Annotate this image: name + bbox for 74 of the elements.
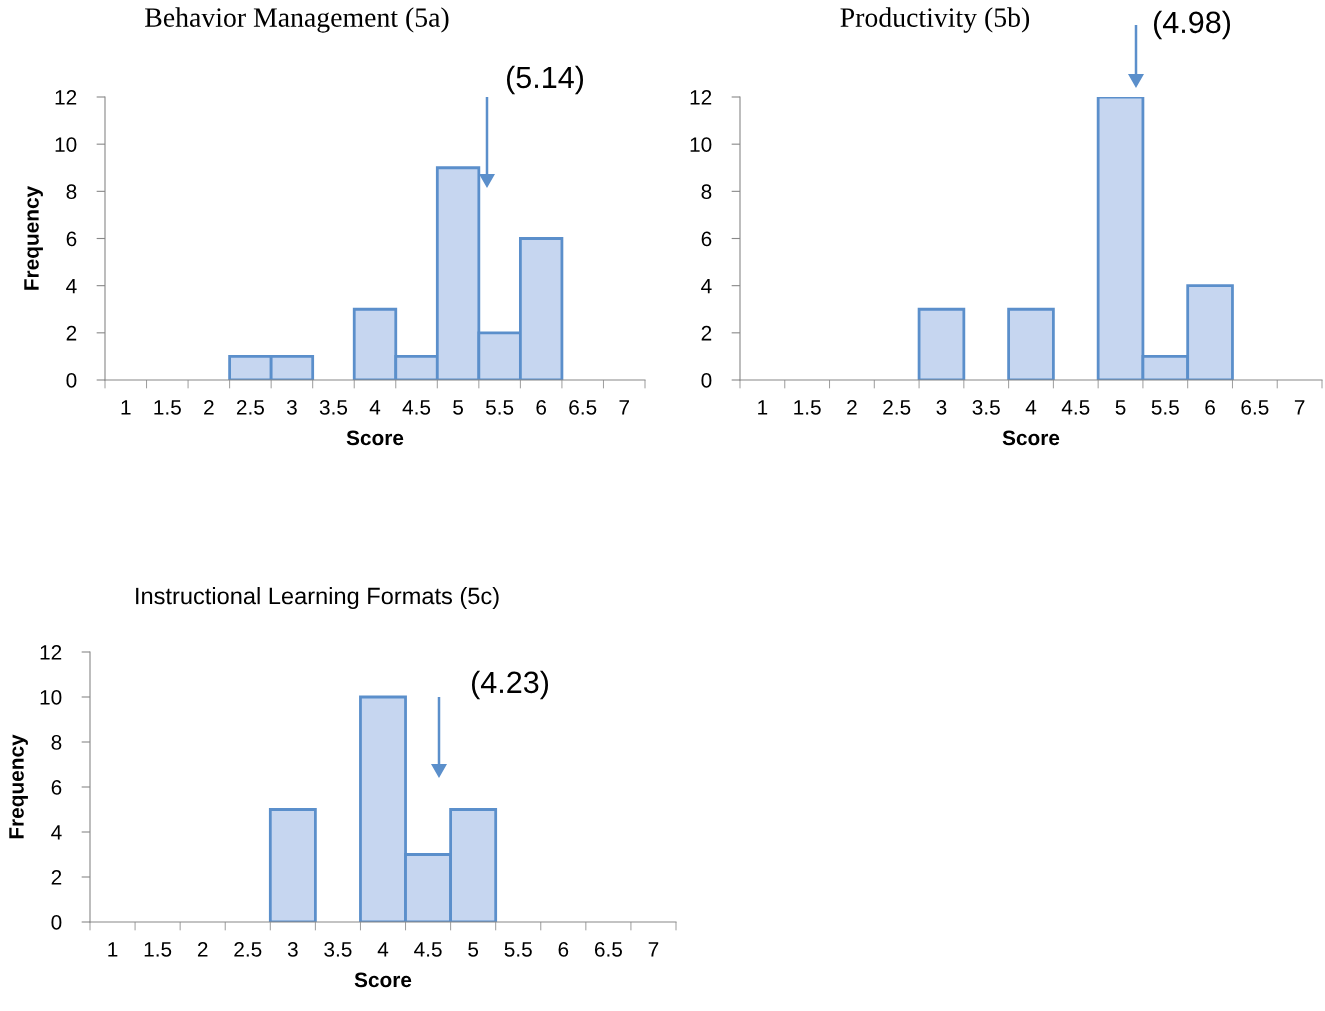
x-tick-label: 6: [1205, 399, 1215, 415]
bar: [1007, 307, 1055, 380]
x-tick-label: 6.5: [1241, 399, 1269, 415]
y-tick-label: 10: [55, 137, 77, 152]
y-tick-label: 6: [701, 231, 712, 247]
x-tick-label: 2.5: [234, 941, 262, 957]
text: (5.14): [506, 65, 584, 95]
x-tick-label: 2.5: [883, 399, 911, 415]
bar: [917, 307, 966, 380]
x-tick-label: 1.5: [794, 400, 821, 415]
y-tick-label: 8: [701, 184, 712, 200]
x-tick-label: 3: [287, 941, 298, 957]
x-tick-label: 2.5: [236, 399, 264, 415]
x-tick-label: 4.5: [402, 400, 431, 415]
x-tick-label: 5.5: [504, 942, 532, 957]
x-tick-label: 6.5: [594, 941, 622, 957]
x-tick-label: 6: [536, 399, 547, 415]
x-axis-title: Score: [354, 972, 412, 988]
y-tick-label: 10: [690, 137, 712, 152]
x-axis-title: Score: [346, 430, 404, 446]
y-tick-label: 4: [66, 278, 77, 294]
x-tick-label: 7: [1294, 400, 1305, 415]
x-tick-label: 3: [286, 399, 297, 415]
y-tick-label: 8: [51, 735, 62, 750]
x-tick-label: 2: [197, 941, 208, 957]
y-tick-label: 12: [40, 645, 62, 660]
y-tick-label: 2: [701, 325, 712, 341]
y-tick-label: 6: [51, 780, 62, 795]
x-tick-label: 4: [377, 942, 389, 957]
x-tick-label: 5.5: [1151, 400, 1179, 415]
x-tick-label: 5: [453, 400, 463, 415]
x-tick-label: 5: [1115, 400, 1126, 415]
x-tick-label: 1: [121, 400, 131, 415]
x-tick-label: 4.5: [1061, 400, 1090, 415]
y-tick-label: 4: [51, 825, 62, 840]
y-tick-label: 4: [701, 278, 712, 294]
x-tick-label: 3.5: [972, 399, 1000, 415]
chart-title: Productivity (5b): [840, 7, 1030, 33]
y-axis-title: Frequency: [9, 734, 28, 839]
y-tick-label: 2: [51, 870, 62, 885]
x-tick-label: 1: [108, 942, 118, 957]
y-tick-label: 0: [701, 373, 712, 388]
y-tick-label: 2: [66, 325, 77, 341]
x-axis-title: Score: [1002, 430, 1060, 446]
y-tick-label: 10: [40, 690, 62, 705]
x-tick-label: 5.5: [485, 400, 514, 415]
x-tick-label: 3.5: [324, 941, 352, 957]
x-tick-label: 4: [369, 400, 381, 415]
y-tick-label: 0: [51, 915, 62, 930]
chart-title: Behavior Management (5a): [145, 7, 449, 33]
annotation: (4.23): [471, 670, 549, 700]
y-tick-label: 6: [66, 231, 77, 247]
text: (4.98): [1153, 10, 1231, 40]
x-tick-label: 2: [847, 399, 857, 415]
x-tick-label: 6.5: [569, 399, 597, 415]
y-tick-label: 12: [55, 90, 77, 105]
x-tick-label: 5: [468, 942, 479, 957]
x-tick-label: 7: [648, 942, 659, 957]
x-tick-label: 1: [758, 400, 768, 415]
chart-title: Instructional Learning Formats (5c): [136, 586, 499, 610]
x-tick-label: 1.5: [144, 942, 172, 957]
y-tick-label: 12: [690, 90, 712, 105]
y-axis-title: Frequency: [24, 185, 43, 290]
x-tick-label: 4: [1025, 400, 1037, 415]
x-tick-label: 3: [936, 399, 947, 415]
x-tick-label: 3.5: [319, 399, 348, 415]
y-tick-label: 8: [66, 184, 77, 200]
bar: [268, 808, 317, 922]
y-tick-label: 0: [66, 373, 77, 388]
x-tick-label: 2: [204, 399, 214, 415]
x-tick-label: 1.5: [154, 400, 181, 415]
x-tick-label: 4.5: [414, 942, 442, 957]
x-tick-label: 6: [558, 941, 569, 957]
x-tick-label: 7: [619, 400, 629, 415]
